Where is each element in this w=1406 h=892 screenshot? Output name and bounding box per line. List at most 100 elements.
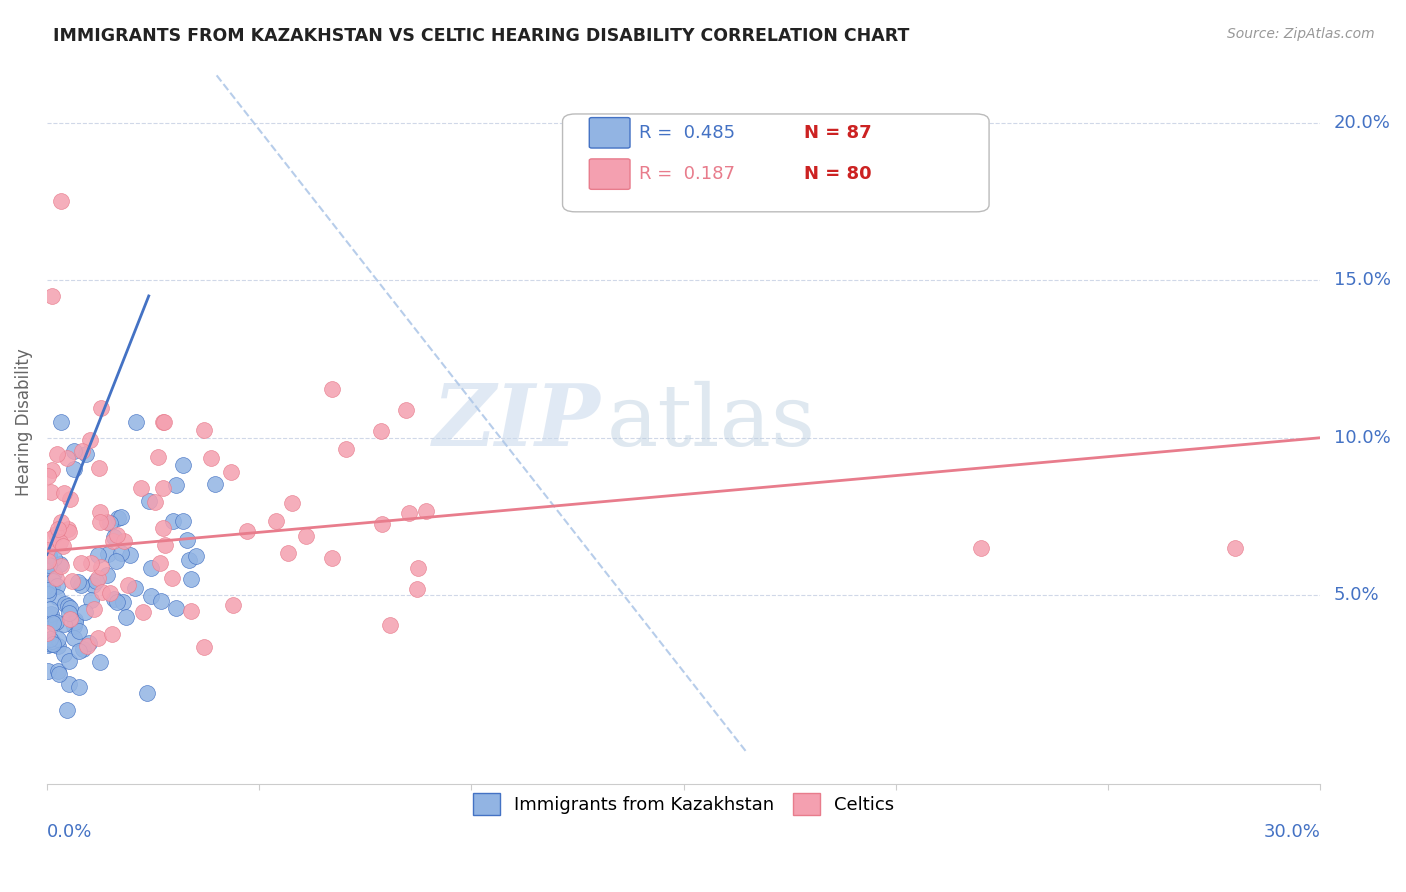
Point <box>335 442 357 456</box>
Point <box>89 461 111 475</box>
Point <box>41 289 63 303</box>
Point <box>70 578 93 592</box>
Point <box>67 624 90 638</box>
Point <box>200 451 222 466</box>
Point <box>42 566 65 581</box>
Point <box>41 484 63 499</box>
Point <box>37 638 59 652</box>
Point <box>46 590 69 604</box>
Point <box>176 533 198 547</box>
Point <box>45 527 67 541</box>
Point <box>204 476 226 491</box>
Point <box>58 599 80 613</box>
Point <box>281 496 304 510</box>
Point <box>415 504 437 518</box>
Point <box>37 469 59 483</box>
Point <box>72 443 94 458</box>
Point <box>75 446 97 460</box>
Point <box>58 524 80 539</box>
Point <box>180 572 202 586</box>
Point <box>103 531 125 545</box>
Point <box>83 602 105 616</box>
Point <box>72 641 94 656</box>
FancyBboxPatch shape <box>589 118 630 148</box>
Point <box>37 664 59 678</box>
Point <box>58 607 80 621</box>
Point <box>56 450 79 465</box>
Point <box>49 557 72 571</box>
Point <box>90 559 112 574</box>
Point <box>91 584 114 599</box>
Point <box>1225 541 1247 555</box>
Text: ZIP: ZIP <box>433 380 600 464</box>
Point <box>152 415 174 429</box>
Point <box>166 478 188 492</box>
Point <box>89 505 111 519</box>
Point <box>172 458 194 473</box>
Text: 15.0%: 15.0% <box>1334 271 1391 289</box>
FancyBboxPatch shape <box>562 114 988 211</box>
Point <box>111 595 134 609</box>
Point <box>75 605 97 619</box>
Point <box>98 516 121 530</box>
Point <box>371 517 394 532</box>
Point <box>139 590 162 604</box>
Point <box>193 423 215 437</box>
Point <box>124 581 146 595</box>
Text: IMMIGRANTS FROM KAZAKHSTAN VS CELTIC HEARING DISABILITY CORRELATION CHART: IMMIGRANTS FROM KAZAKHSTAN VS CELTIC HEA… <box>53 27 910 45</box>
Y-axis label: Hearing Disability: Hearing Disability <box>15 348 32 496</box>
Point <box>87 571 110 585</box>
Point <box>76 639 98 653</box>
Point <box>86 632 108 646</box>
Point <box>42 615 65 630</box>
Point <box>52 647 75 661</box>
Point <box>138 493 160 508</box>
Point <box>46 522 69 536</box>
Point <box>321 383 343 397</box>
Point <box>37 582 59 597</box>
Point <box>56 522 79 536</box>
Point <box>321 550 343 565</box>
Legend: Immigrants from Kazakhstan, Celtics: Immigrants from Kazakhstan, Celtics <box>465 786 901 822</box>
Point <box>105 527 128 541</box>
Point <box>96 516 118 530</box>
Point <box>180 603 202 617</box>
Point <box>162 514 184 528</box>
Point <box>143 494 166 508</box>
Point <box>49 515 72 529</box>
Point <box>41 571 63 585</box>
Point <box>98 586 121 600</box>
Point <box>46 639 69 653</box>
Point <box>162 571 184 585</box>
Point <box>77 636 100 650</box>
Point <box>58 654 80 668</box>
Point <box>132 605 155 619</box>
Point <box>115 609 138 624</box>
Point <box>56 703 79 717</box>
Point <box>236 524 259 539</box>
Point <box>264 514 287 528</box>
Point <box>67 680 90 694</box>
Point <box>406 561 429 575</box>
Point <box>101 533 124 548</box>
Point <box>41 634 63 648</box>
Point <box>63 462 86 476</box>
Point <box>42 637 65 651</box>
Point <box>49 194 72 209</box>
Point <box>89 656 111 670</box>
Text: N = 80: N = 80 <box>804 165 872 183</box>
Point <box>969 541 991 555</box>
Point <box>48 667 70 681</box>
Point <box>49 415 72 429</box>
Point <box>60 574 83 589</box>
Point <box>63 631 86 645</box>
Point <box>84 574 107 589</box>
Text: 5.0%: 5.0% <box>1334 586 1379 605</box>
Point <box>38 558 60 573</box>
Point <box>153 415 176 429</box>
Point <box>105 595 128 609</box>
Point <box>86 549 108 563</box>
Point <box>105 554 128 568</box>
Point <box>136 686 159 700</box>
Point <box>49 535 72 549</box>
